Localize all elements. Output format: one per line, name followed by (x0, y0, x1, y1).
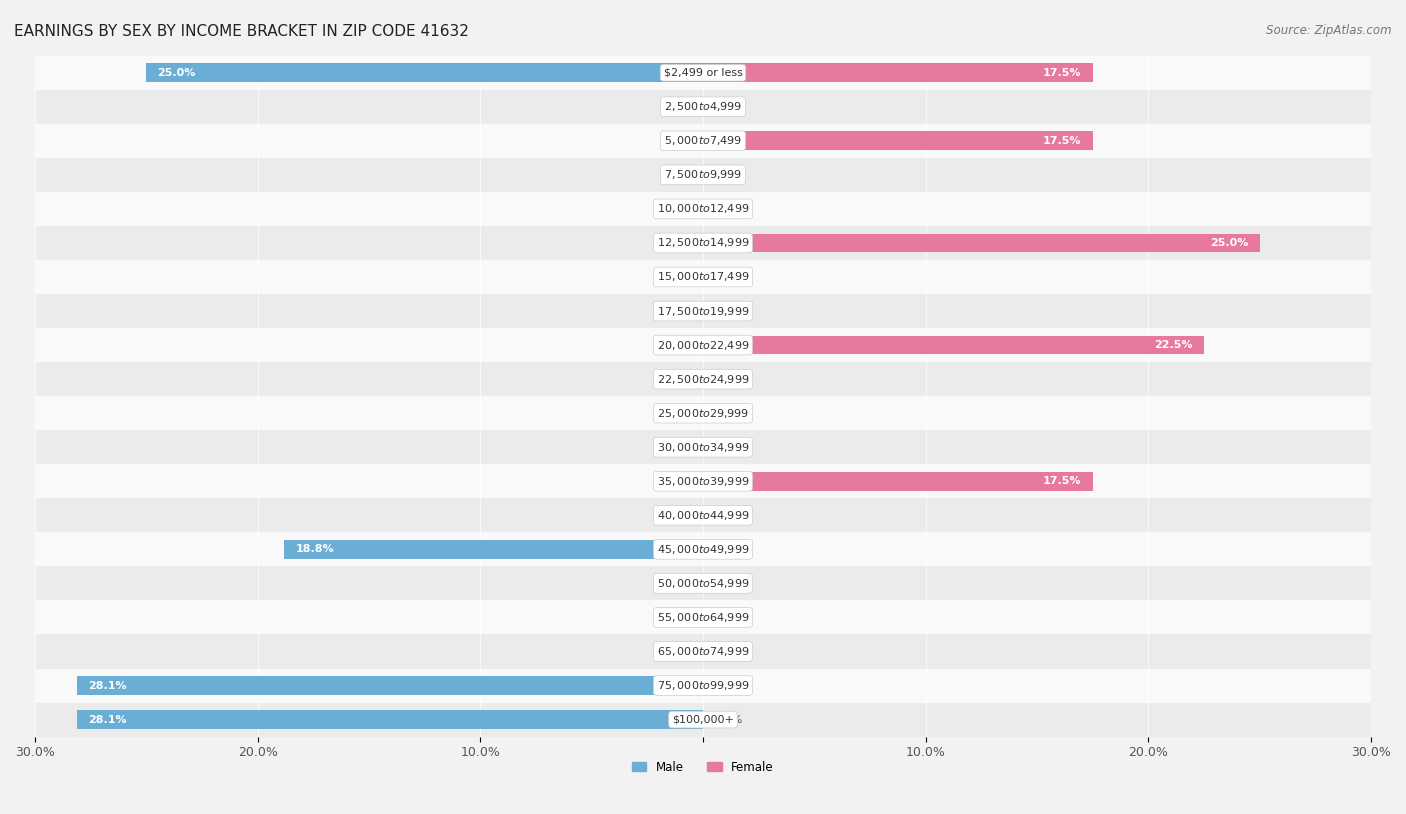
Text: 0.0%: 0.0% (664, 136, 692, 146)
Bar (35, 362, 1371, 396)
Bar (35, 464, 1371, 498)
Bar (35, 532, 1371, 567)
Text: 22.5%: 22.5% (1154, 340, 1192, 350)
Bar (703, 63, 1092, 82)
Text: 0.0%: 0.0% (714, 646, 742, 657)
Text: $7,500 to $9,999: $7,500 to $9,999 (664, 168, 742, 182)
Legend: Male, Female: Male, Female (627, 756, 779, 778)
Bar (146, 63, 703, 82)
Bar (35, 328, 1371, 362)
Bar (77, 711, 703, 729)
Text: 0.0%: 0.0% (714, 442, 742, 453)
Text: 0.0%: 0.0% (714, 204, 742, 214)
Text: $5,000 to $7,499: $5,000 to $7,499 (664, 134, 742, 147)
Text: $2,500 to $4,999: $2,500 to $4,999 (664, 100, 742, 113)
Text: 0.0%: 0.0% (714, 612, 742, 623)
Text: 28.1%: 28.1% (89, 715, 127, 724)
Text: 0.0%: 0.0% (664, 306, 692, 316)
Text: 0.0%: 0.0% (664, 408, 692, 418)
Text: EARNINGS BY SEX BY INCOME BRACKET IN ZIP CODE 41632: EARNINGS BY SEX BY INCOME BRACKET IN ZIP… (14, 24, 470, 39)
Text: 17.5%: 17.5% (1043, 68, 1081, 77)
Text: $30,000 to $34,999: $30,000 to $34,999 (657, 440, 749, 453)
Text: $20,000 to $22,499: $20,000 to $22,499 (657, 339, 749, 352)
Text: 0.0%: 0.0% (664, 612, 692, 623)
Text: $22,500 to $24,999: $22,500 to $24,999 (657, 373, 749, 386)
Bar (703, 131, 1092, 150)
Text: $2,499 or less: $2,499 or less (664, 68, 742, 77)
Text: $45,000 to $49,999: $45,000 to $49,999 (657, 543, 749, 556)
Bar (35, 55, 1371, 90)
Bar (35, 498, 1371, 532)
Text: 0.0%: 0.0% (664, 476, 692, 486)
Text: 0.0%: 0.0% (714, 374, 742, 384)
Text: 0.0%: 0.0% (664, 170, 692, 180)
Text: 0.0%: 0.0% (664, 510, 692, 520)
Text: 28.1%: 28.1% (89, 681, 127, 690)
Bar (284, 540, 703, 558)
Bar (35, 431, 1371, 464)
Text: 0.0%: 0.0% (714, 272, 742, 282)
Text: 0.0%: 0.0% (714, 306, 742, 316)
Text: 25.0%: 25.0% (1211, 238, 1249, 248)
Bar (35, 260, 1371, 294)
Bar (35, 702, 1371, 737)
Bar (35, 634, 1371, 668)
Text: $25,000 to $29,999: $25,000 to $29,999 (657, 407, 749, 420)
Text: Source: ZipAtlas.com: Source: ZipAtlas.com (1267, 24, 1392, 37)
Text: 0.0%: 0.0% (714, 579, 742, 589)
Text: $50,000 to $54,999: $50,000 to $54,999 (657, 577, 749, 590)
Text: 17.5%: 17.5% (1043, 476, 1081, 486)
Bar (35, 294, 1371, 328)
Text: 0.0%: 0.0% (714, 510, 742, 520)
Text: 0.0%: 0.0% (664, 579, 692, 589)
Text: $55,000 to $64,999: $55,000 to $64,999 (657, 611, 749, 624)
Text: 0.0%: 0.0% (664, 646, 692, 657)
Bar (35, 601, 1371, 634)
Text: $17,500 to $19,999: $17,500 to $19,999 (657, 304, 749, 317)
Bar (77, 676, 703, 695)
Bar (35, 192, 1371, 226)
Bar (35, 396, 1371, 431)
Bar (35, 158, 1371, 192)
Text: 17.5%: 17.5% (1043, 136, 1081, 146)
Text: 0.0%: 0.0% (664, 442, 692, 453)
Bar (35, 567, 1371, 601)
Text: 0.0%: 0.0% (664, 102, 692, 112)
Text: $12,500 to $14,999: $12,500 to $14,999 (657, 236, 749, 249)
Text: $65,000 to $74,999: $65,000 to $74,999 (657, 645, 749, 658)
Bar (35, 124, 1371, 158)
Bar (703, 472, 1092, 491)
Text: $40,000 to $44,999: $40,000 to $44,999 (657, 509, 749, 522)
Text: 0.0%: 0.0% (664, 238, 692, 248)
Text: $75,000 to $99,999: $75,000 to $99,999 (657, 679, 749, 692)
Text: 0.0%: 0.0% (664, 374, 692, 384)
Text: 0.0%: 0.0% (714, 545, 742, 554)
Text: 0.0%: 0.0% (714, 170, 742, 180)
Text: 0.0%: 0.0% (664, 204, 692, 214)
Text: $35,000 to $39,999: $35,000 to $39,999 (657, 475, 749, 488)
Text: 0.0%: 0.0% (664, 272, 692, 282)
Bar (35, 668, 1371, 702)
Text: 0.0%: 0.0% (664, 340, 692, 350)
Text: 0.0%: 0.0% (714, 715, 742, 724)
Text: 0.0%: 0.0% (714, 102, 742, 112)
Text: $100,000+: $100,000+ (672, 715, 734, 724)
Text: 18.8%: 18.8% (295, 545, 335, 554)
Text: 25.0%: 25.0% (157, 68, 195, 77)
Text: 0.0%: 0.0% (714, 408, 742, 418)
Bar (35, 226, 1371, 260)
Bar (703, 234, 1260, 252)
Bar (35, 90, 1371, 124)
Text: 0.0%: 0.0% (714, 681, 742, 690)
Bar (703, 335, 1204, 354)
Text: $15,000 to $17,499: $15,000 to $17,499 (657, 270, 749, 283)
Text: $10,000 to $12,499: $10,000 to $12,499 (657, 203, 749, 216)
